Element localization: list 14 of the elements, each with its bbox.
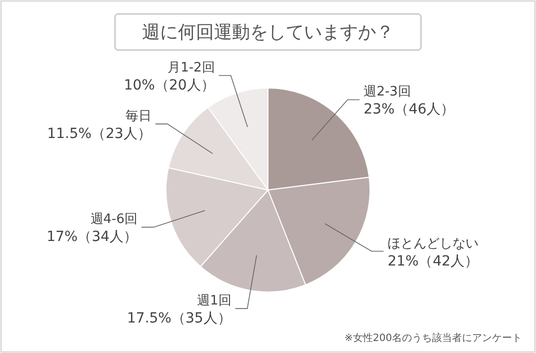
data-label: 23%（46人） (364, 102, 455, 118)
text: ※女性200名のうち該当者にアンケート (344, 332, 522, 344)
slice-label: 月1-2回 (168, 60, 215, 76)
chart-title: 週に何回運動をしていますか？ (142, 22, 394, 43)
data-label: 17%（34人） (46, 229, 138, 246)
slice-label: 毎日 (125, 108, 152, 124)
data-label: 17.5%（35人） (127, 310, 232, 327)
slice-label: ほとんどしない (388, 236, 479, 252)
data-label: 11.5%（23人） (47, 126, 152, 142)
data-label: 10%（20人） (124, 78, 215, 94)
data-label: 21%（42人） (388, 253, 479, 270)
slice-label: 週4-6回 (90, 212, 138, 228)
slice-label: 週1回 (197, 294, 232, 309)
slice-label: 週2-3回 (364, 84, 411, 100)
